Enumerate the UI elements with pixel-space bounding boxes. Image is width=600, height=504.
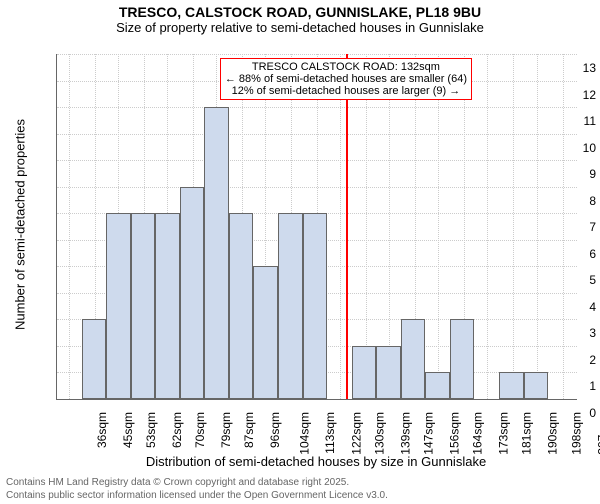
y-tick: 3 xyxy=(546,326,596,340)
footer-line-2: Contains public sector information licen… xyxy=(6,489,388,502)
gridline-v xyxy=(513,54,514,399)
x-tick: 156sqm xyxy=(448,412,462,455)
histogram-bar xyxy=(450,319,475,399)
footer-line-1: Contains HM Land Registry data © Crown c… xyxy=(6,476,388,489)
x-tick: 70sqm xyxy=(193,412,207,448)
x-tick: 36sqm xyxy=(95,412,109,448)
y-tick: 11 xyxy=(546,114,596,128)
histogram-bar xyxy=(106,213,131,399)
x-tick: 87sqm xyxy=(242,412,256,448)
histogram-bar xyxy=(401,319,426,399)
x-tick: 53sqm xyxy=(144,412,158,448)
histogram-bar xyxy=(131,213,156,399)
y-tick: 13 xyxy=(546,61,596,75)
x-tick: 104sqm xyxy=(298,412,312,455)
x-tick: 96sqm xyxy=(268,412,282,448)
histogram-bar xyxy=(278,213,303,399)
chart-container: { "chart": { "type": "histogram", "title… xyxy=(0,4,600,504)
x-tick: 45sqm xyxy=(121,412,135,448)
x-tick: 181sqm xyxy=(520,412,534,455)
y-tick: 12 xyxy=(546,88,596,102)
histogram-bar xyxy=(499,372,524,399)
histogram-bar xyxy=(425,372,450,399)
annotation-line-2: ← 88% of semi-detached houses are smalle… xyxy=(225,73,467,85)
x-tick: 139sqm xyxy=(399,412,413,455)
y-tick: 7 xyxy=(546,220,596,234)
plot-area: TRESCO CALSTOCK ROAD: 132sqm← 88% of sem… xyxy=(56,54,577,400)
x-tick: 113sqm xyxy=(323,412,337,454)
x-tick: 190sqm xyxy=(546,412,560,455)
x-tick: 62sqm xyxy=(170,412,184,448)
y-tick: 6 xyxy=(546,247,596,261)
histogram-bar xyxy=(253,266,278,399)
gridline-v xyxy=(340,54,341,399)
gridline-v xyxy=(69,54,70,399)
gridline-v xyxy=(438,54,439,399)
annotation-box: TRESCO CALSTOCK ROAD: 132sqm← 88% of sem… xyxy=(220,58,472,100)
chart-subtitle: Size of property relative to semi-detach… xyxy=(0,20,600,35)
y-tick: 4 xyxy=(546,300,596,314)
x-axis-label: Distribution of semi-detached houses by … xyxy=(56,454,576,469)
x-tick: 130sqm xyxy=(373,412,387,455)
gridline-v xyxy=(487,54,488,399)
x-tick: 147sqm xyxy=(422,412,436,455)
histogram-bar xyxy=(303,213,328,399)
gridline-v xyxy=(537,54,538,399)
annotation-line-1: TRESCO CALSTOCK ROAD: 132sqm xyxy=(225,61,467,73)
annotation-line-3: 12% of semi-detached houses are larger (… xyxy=(225,85,467,97)
histogram-bar xyxy=(204,107,229,399)
histogram-bar xyxy=(155,213,180,399)
y-tick: 2 xyxy=(546,353,596,367)
y-axis-label: Number of semi-detached properties xyxy=(13,64,28,384)
x-tick: 79sqm xyxy=(219,412,233,448)
y-tick: 10 xyxy=(546,141,596,155)
histogram-bar xyxy=(376,346,401,399)
y-tick: 5 xyxy=(546,273,596,287)
x-tick: 164sqm xyxy=(471,412,485,455)
histogram-bar xyxy=(524,372,549,399)
y-tick: 1 xyxy=(546,379,596,393)
x-tick: 207sqm xyxy=(595,412,600,455)
x-tick: 173sqm xyxy=(497,412,511,455)
histogram-bar xyxy=(180,187,205,399)
histogram-bar xyxy=(352,346,377,399)
histogram-bar xyxy=(229,213,254,399)
y-tick: 9 xyxy=(546,167,596,181)
x-tick: 122sqm xyxy=(350,412,364,455)
histogram-bar xyxy=(82,319,107,399)
reference-line xyxy=(346,54,348,399)
chart-title: TRESCO, CALSTOCK ROAD, GUNNISLAKE, PL18 … xyxy=(0,4,600,20)
y-tick: 8 xyxy=(546,194,596,208)
x-tick: 198sqm xyxy=(569,412,583,455)
